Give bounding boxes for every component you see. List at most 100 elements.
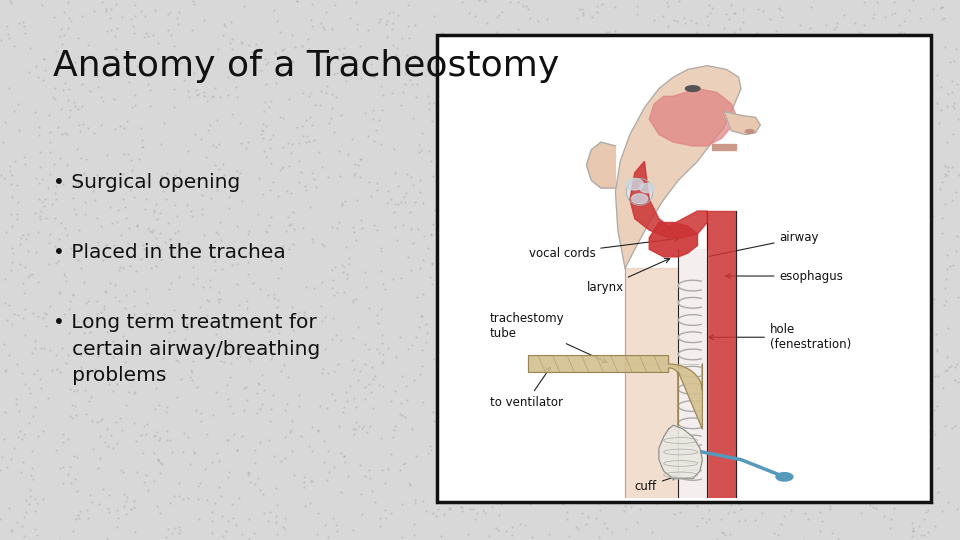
Point bbox=[556, 266, 571, 274]
Point bbox=[173, 59, 188, 68]
Point bbox=[407, 499, 422, 508]
Point bbox=[457, 37, 472, 45]
Point bbox=[124, 156, 139, 165]
Point bbox=[265, 352, 280, 361]
Point bbox=[850, 285, 865, 294]
Point bbox=[829, 173, 845, 181]
Point bbox=[762, 68, 778, 77]
Point bbox=[716, 204, 732, 213]
Point bbox=[106, 443, 121, 452]
Point bbox=[849, 44, 864, 52]
Point bbox=[443, 505, 458, 514]
Point bbox=[569, 413, 585, 422]
Point bbox=[677, 436, 692, 445]
Point bbox=[896, 273, 911, 282]
Point bbox=[171, 491, 186, 500]
Point bbox=[354, 423, 370, 432]
Point bbox=[804, 67, 820, 76]
Point bbox=[850, 234, 865, 243]
Point bbox=[118, 509, 133, 518]
Point bbox=[550, 175, 565, 184]
Point bbox=[652, 372, 667, 381]
Point bbox=[923, 382, 938, 390]
Point bbox=[324, 223, 340, 232]
Point bbox=[424, 260, 440, 268]
Point bbox=[823, 166, 838, 175]
Point bbox=[61, 329, 77, 338]
Point bbox=[528, 373, 543, 381]
Point bbox=[700, 21, 715, 30]
Point bbox=[941, 167, 956, 176]
Point bbox=[904, 249, 920, 258]
Point bbox=[894, 91, 909, 100]
Point bbox=[136, 422, 152, 430]
Point bbox=[715, 251, 731, 259]
Point bbox=[478, 356, 493, 364]
Point bbox=[831, 245, 847, 254]
Point bbox=[492, 72, 508, 80]
Point bbox=[625, 478, 640, 487]
Point bbox=[155, 354, 170, 362]
Point bbox=[621, 164, 636, 172]
Point bbox=[853, 509, 869, 517]
Point bbox=[764, 250, 780, 259]
Point bbox=[9, 400, 24, 408]
Point bbox=[468, 33, 483, 42]
Point bbox=[923, 272, 938, 281]
Point bbox=[349, 56, 365, 65]
Point bbox=[506, 352, 521, 360]
Point bbox=[349, 19, 365, 28]
Point bbox=[941, 90, 956, 98]
Point bbox=[254, 400, 270, 408]
Point bbox=[764, 364, 780, 373]
Point bbox=[828, 399, 843, 408]
Point bbox=[685, 41, 701, 50]
Point bbox=[435, 29, 450, 38]
Point bbox=[462, 9, 477, 17]
Point bbox=[834, 395, 850, 404]
Point bbox=[419, 338, 434, 346]
Point bbox=[67, 57, 83, 66]
Point bbox=[560, 314, 575, 323]
Point bbox=[396, 460, 411, 469]
Point bbox=[331, 147, 347, 156]
Point bbox=[616, 147, 632, 156]
Point bbox=[68, 515, 84, 524]
Point bbox=[513, 418, 528, 427]
Point bbox=[856, 211, 872, 219]
Point bbox=[766, 106, 781, 114]
Point bbox=[95, 485, 110, 494]
Point bbox=[790, 352, 805, 361]
Point bbox=[115, 194, 131, 203]
Point bbox=[925, 211, 941, 220]
Point bbox=[24, 349, 39, 358]
Point bbox=[820, 55, 835, 64]
Point bbox=[497, 415, 513, 424]
Point bbox=[834, 401, 850, 409]
Point bbox=[56, 429, 71, 438]
Point bbox=[350, 160, 366, 169]
Point bbox=[145, 244, 160, 253]
Point bbox=[445, 154, 461, 163]
Point bbox=[438, 215, 453, 224]
Point bbox=[229, 222, 245, 231]
Point bbox=[571, 323, 587, 332]
Point bbox=[882, 97, 898, 106]
Point bbox=[247, 529, 262, 537]
Point bbox=[74, 11, 89, 20]
Point bbox=[830, 125, 846, 134]
Point bbox=[812, 508, 828, 517]
Point bbox=[616, 352, 632, 360]
Point bbox=[609, 494, 624, 503]
Point bbox=[656, 177, 671, 186]
Point bbox=[695, 453, 710, 461]
Point bbox=[660, 422, 675, 430]
Point bbox=[768, 487, 783, 495]
Point bbox=[491, 212, 506, 221]
Point bbox=[484, 450, 499, 458]
Point bbox=[129, 467, 144, 476]
Point bbox=[242, 248, 257, 257]
Point bbox=[126, 29, 141, 37]
Point bbox=[37, 309, 53, 318]
Point bbox=[27, 495, 42, 503]
